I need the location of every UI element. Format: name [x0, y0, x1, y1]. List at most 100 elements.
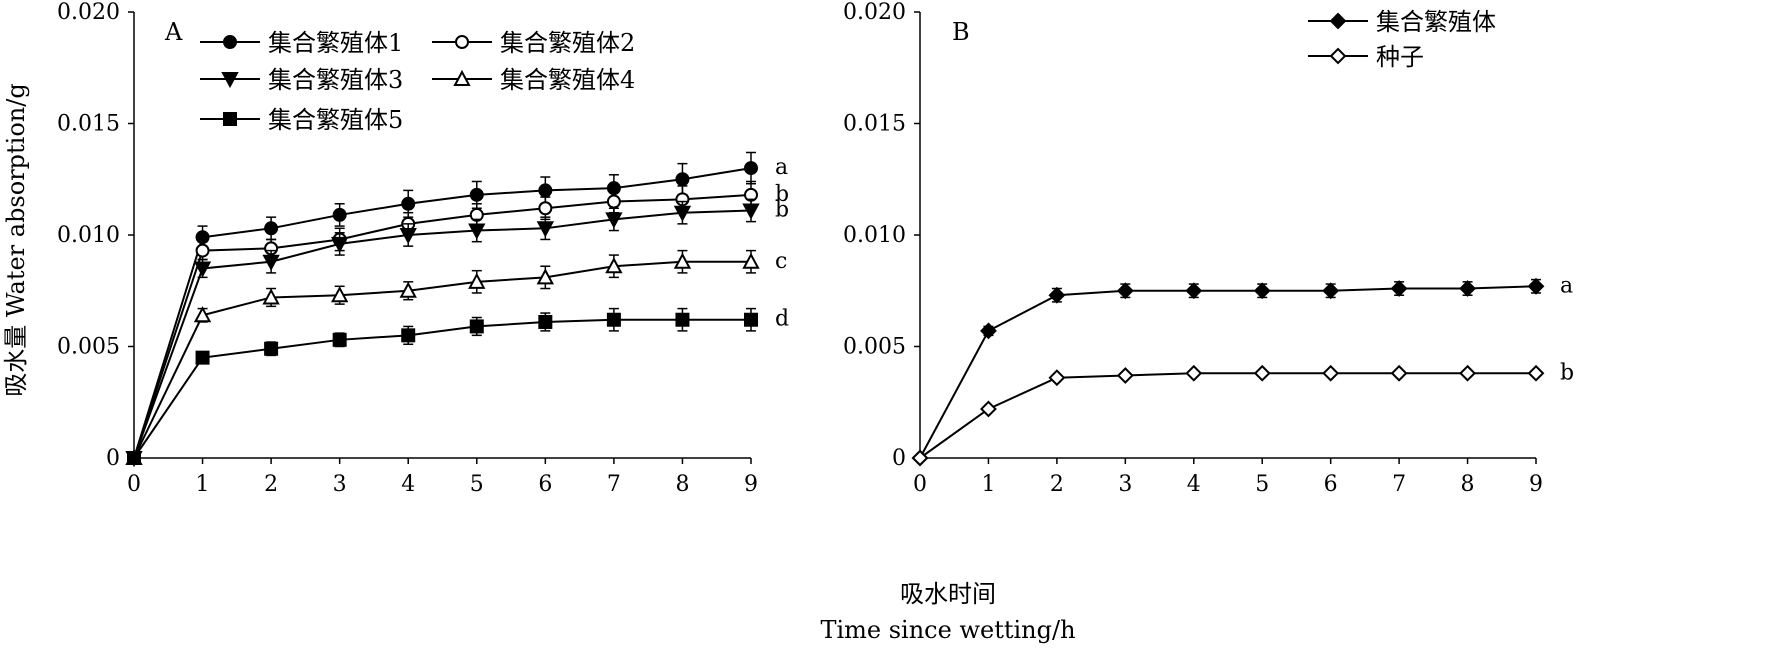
legend-marker: [223, 112, 237, 126]
data-point: [1527, 364, 1545, 382]
data-point: [673, 252, 692, 269]
data-point: [605, 212, 623, 229]
data-point: [1390, 280, 1408, 297]
data-point: [127, 451, 141, 465]
series-2: b: [127, 180, 789, 465]
data-point: [1185, 282, 1203, 300]
legend-label: 种子: [1376, 43, 1424, 71]
data-point: [742, 203, 760, 220]
x-tick-label: 2: [1050, 472, 1064, 497]
legend-label: 集合繁殖体1: [268, 29, 403, 57]
data-point: [399, 228, 417, 245]
data-point: [469, 187, 484, 202]
data-point: [468, 272, 486, 289]
panel-a: 0 0.005 0.010 0.015 0.020 0 1 2 3 4 5 6 7 8 9 Aa 集合繁殖体1 b…: [57, 0, 789, 497]
legend-entry: 集合繁殖体1: [200, 29, 403, 57]
legend-marker: [1329, 12, 1347, 30]
panel-b: 0 0.005 0.010 0.015 0.020 0 1 2 3 4 5 6 7 8 9 Ba 集合繁殖体 b 种…: [843, 0, 1574, 497]
x-tick-label: 8: [675, 472, 689, 497]
series-1: a: [911, 273, 1573, 467]
y-tick-label: 0.015: [57, 112, 120, 137]
series-line: [133, 193, 752, 459]
y-tick-label: 0.005: [843, 335, 906, 360]
legend-label: 集合繁殖体2: [500, 29, 635, 57]
data-point: [262, 288, 280, 305]
x-tick-label: 3: [333, 472, 347, 497]
data-point: [606, 194, 621, 209]
data-point: [675, 172, 690, 187]
series-1: a: [127, 151, 788, 465]
series-line: [919, 372, 1536, 459]
data-point: [538, 183, 553, 198]
x-tick-label: 8: [1461, 472, 1475, 497]
x-tick-label: 3: [1118, 472, 1132, 497]
x-tick-label: 5: [1255, 472, 1269, 497]
y-tick-label: 0.020: [843, 0, 906, 25]
data-point: [332, 207, 347, 222]
series-2: b: [911, 360, 1574, 467]
x-tick-label: 6: [1324, 472, 1338, 497]
x-tick-label: 0: [913, 472, 927, 497]
significance-label: b: [775, 197, 789, 222]
data-point: [468, 223, 486, 240]
legend-entry: 集合繁殖体3: [200, 66, 403, 94]
legend-entry: 集合繁殖体5: [200, 106, 403, 134]
x-tick-label: 4: [1187, 472, 1201, 497]
data-point: [1322, 364, 1340, 382]
legend-marker: [1329, 47, 1347, 65]
data-point: [399, 281, 417, 298]
x-tick-label: 1: [196, 472, 210, 497]
data-point: [1048, 286, 1066, 304]
legend-marker: [221, 72, 239, 89]
data-point: [536, 268, 555, 285]
data-point: [1253, 282, 1271, 300]
series-line: [133, 209, 752, 459]
panel-letter: B: [952, 18, 970, 46]
x-axis-title-cn: 吸水时间: [900, 580, 996, 608]
y-tick-label: 0: [892, 446, 906, 471]
data-point: [262, 254, 280, 271]
series-4: c: [125, 249, 787, 465]
series-5: d: [127, 307, 789, 465]
data-point: [330, 236, 349, 254]
y-tick-label: 0.010: [57, 223, 120, 248]
data-point: [675, 312, 690, 327]
data-point: [744, 161, 758, 176]
legend-label: 集合繁殖体5: [268, 106, 403, 134]
series-line: [919, 285, 1537, 459]
data-point: [911, 449, 929, 467]
x-tick-label: 7: [607, 472, 621, 497]
data-point: [605, 257, 623, 274]
x-tick-label: 9: [1529, 472, 1543, 497]
y-tick-label: 0.005: [57, 335, 120, 360]
data-point: [742, 252, 760, 269]
x-tick-label: 6: [538, 472, 552, 497]
x-axis-title-en: Time since wetting/h: [820, 616, 1075, 644]
legend-marker: [223, 35, 237, 49]
x-tick-label: 9: [744, 472, 758, 497]
series-line: [133, 318, 751, 459]
data-point: [673, 205, 692, 222]
data-point: [1116, 282, 1134, 300]
data-point: [536, 221, 555, 238]
x-tick-label: 0: [127, 472, 141, 497]
significance-label: a: [775, 155, 788, 180]
data-point: [1459, 280, 1476, 297]
significance-label: b: [775, 182, 789, 207]
data-point: [980, 322, 997, 340]
data-point: [980, 400, 997, 418]
data-point: [264, 221, 279, 236]
x-tick-label: 4: [401, 472, 415, 497]
data-point: [1527, 277, 1545, 295]
data-point: [1185, 364, 1203, 382]
x-tick-label: 7: [1392, 472, 1406, 497]
legend-entry: 集合繁殖体4: [432, 66, 635, 94]
data-point: [469, 319, 484, 334]
legend-entry: 集合繁殖体2: [432, 29, 635, 57]
y-tick-label: 0.020: [57, 0, 120, 25]
significance-label: b: [1560, 360, 1574, 385]
y-tick-label: 0.015: [843, 112, 906, 137]
data-point: [1253, 364, 1271, 382]
